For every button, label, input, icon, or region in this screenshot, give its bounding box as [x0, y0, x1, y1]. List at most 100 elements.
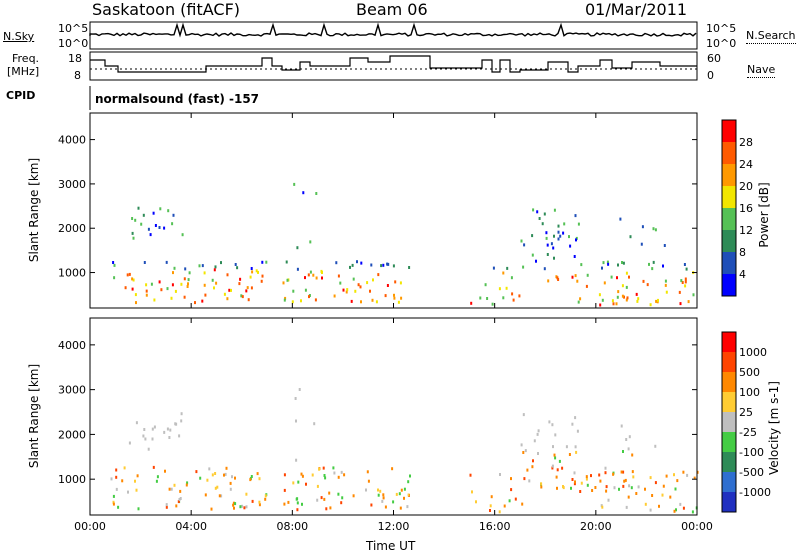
- echo-cell: [675, 508, 677, 512]
- echo-cell: [292, 289, 295, 293]
- echo-cell: [335, 261, 338, 265]
- echo-cell: [375, 300, 378, 304]
- colorbar-tick-label: -1000: [739, 486, 771, 499]
- echo-cell: [322, 466, 325, 470]
- echo-cell: [561, 466, 564, 470]
- echo-cell: [406, 505, 409, 509]
- echo-cell: [220, 261, 222, 265]
- echo-cell: [571, 478, 574, 481]
- echo-cell: [622, 450, 624, 453]
- colorbar-swatch: [722, 120, 736, 142]
- echo-cell: [627, 495, 630, 499]
- echo-cell: [520, 443, 523, 447]
- echo-cell: [113, 263, 116, 267]
- echo-cell: [526, 468, 529, 472]
- echo-cell: [226, 297, 229, 301]
- echo-cell: [569, 244, 572, 248]
- echo-cell: [214, 265, 217, 269]
- echo-cell: [623, 295, 625, 299]
- echo-cell: [384, 505, 387, 509]
- power-y-ticks: 1000 2000 3000 4000: [58, 134, 697, 280]
- echo-cell: [315, 192, 318, 195]
- echo-cell: [340, 470, 343, 474]
- echo-cell: [153, 425, 156, 429]
- echo-cell: [377, 493, 380, 497]
- echo-cell: [550, 242, 553, 246]
- echo-cell: [304, 288, 307, 292]
- echo-cell: [631, 453, 634, 457]
- echo-cell: [165, 505, 168, 509]
- echo-cell: [518, 294, 521, 298]
- echo-cell: [323, 497, 326, 501]
- echo-cell: [557, 278, 560, 281]
- echo-cell: [522, 265, 525, 269]
- echo-cell: [230, 288, 232, 292]
- echo-cell: [407, 480, 410, 484]
- echo-cell: [512, 298, 515, 302]
- echo-cell: [296, 267, 299, 271]
- echo-cell: [165, 503, 168, 507]
- echo-cell: [293, 182, 296, 186]
- echo-cell: [131, 277, 134, 281]
- echo-cell: [307, 273, 310, 277]
- echo-cell: [540, 482, 543, 486]
- echo-cell: [185, 483, 188, 487]
- echo-cell: [565, 445, 568, 449]
- echo-cell: [296, 508, 299, 512]
- echo-cell: [598, 293, 601, 297]
- echo-cell: [610, 275, 613, 279]
- echo-cell: [261, 260, 264, 264]
- echo-cell: [324, 476, 327, 480]
- echo-cell: [315, 276, 318, 280]
- echo-cell: [283, 298, 286, 302]
- echo-cell: [635, 292, 638, 296]
- nsearch-tick-bottom: 10^0: [706, 37, 737, 50]
- echo-cell: [211, 473, 214, 477]
- echo-cell: [559, 234, 562, 238]
- echo-cell: [341, 496, 344, 500]
- echo-cell: [151, 427, 154, 431]
- echo-cell: [240, 294, 243, 298]
- echo-cell: [662, 264, 664, 268]
- colorbar-tick-label: 1000: [739, 346, 767, 359]
- echo-cell: [545, 231, 548, 235]
- echo-cell: [346, 288, 349, 292]
- echo-cell: [180, 282, 183, 286]
- echo-cell: [558, 459, 561, 463]
- colorbar-tick-label: 12: [739, 224, 753, 237]
- echo-cell: [625, 438, 628, 441]
- echo-cell: [557, 230, 560, 234]
- nsearch-label: N.Search: [746, 29, 796, 44]
- echo-cell: [300, 472, 303, 476]
- echo-cell: [124, 286, 127, 290]
- echo-cell: [537, 452, 539, 455]
- echo-cell: [115, 475, 118, 479]
- echo-cell: [679, 502, 682, 506]
- echo-cell: [333, 294, 336, 298]
- echo-cell: [164, 469, 166, 473]
- velocity-ylabel: Slant Range [km]: [27, 364, 41, 468]
- echo-cell: [612, 302, 615, 306]
- echo-cell: [186, 481, 189, 485]
- freq-tick-top: 18: [68, 52, 82, 65]
- echo-cell: [692, 293, 695, 297]
- echo-cell: [662, 484, 665, 488]
- echo-cell: [471, 490, 473, 494]
- echo-cell: [166, 427, 169, 431]
- echo-cell: [600, 504, 603, 508]
- nsky-line: [89, 22, 697, 38]
- echo-cell: [649, 508, 652, 512]
- echo-cell: [641, 225, 644, 229]
- echo-cell: [601, 298, 604, 302]
- echo-cell: [382, 263, 385, 267]
- date-title: 01/Mar/2011: [585, 0, 688, 19]
- echo-cell: [365, 488, 367, 492]
- echo-cell: [178, 498, 181, 501]
- echo-cell: [407, 493, 410, 497]
- colorbar-tick-label: 16: [739, 202, 753, 215]
- echo-cell: [533, 439, 536, 443]
- nsky-strip: [89, 21, 698, 50]
- echo-cell: [308, 295, 310, 299]
- echo-cell: [532, 208, 535, 212]
- echo-cell: [664, 283, 667, 287]
